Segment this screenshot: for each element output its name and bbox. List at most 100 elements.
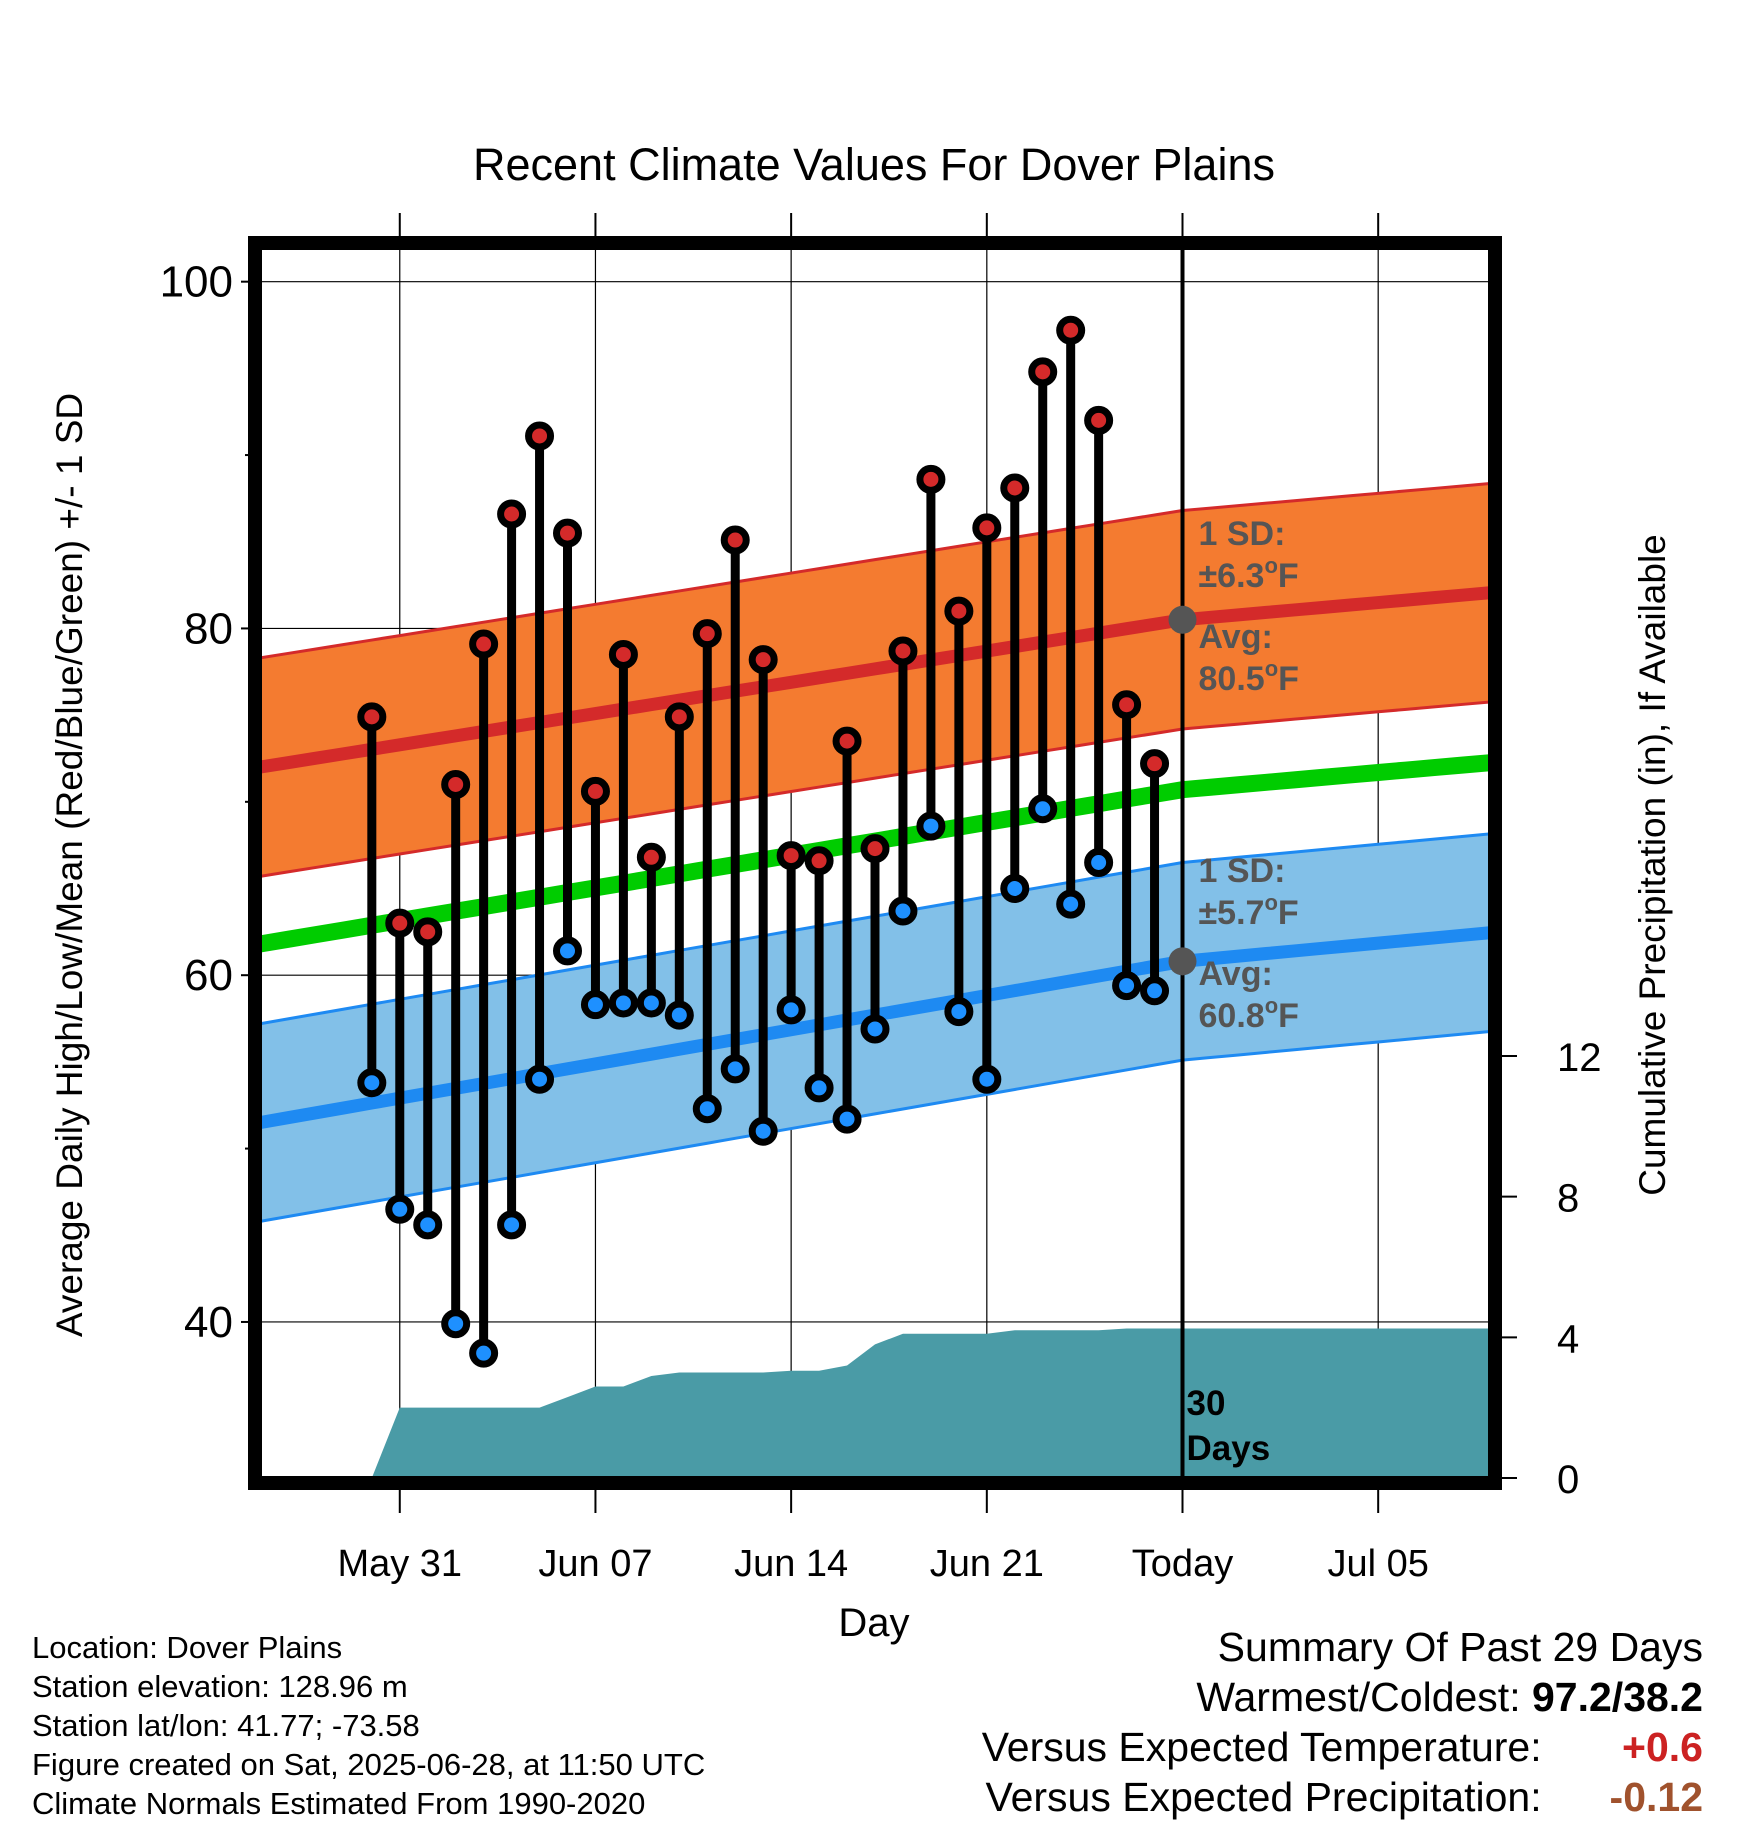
x-axis-label: Day: [838, 1601, 909, 1645]
daily-high-marker: [1112, 690, 1142, 720]
daily-high-marker: [413, 917, 443, 947]
daily-low-marker: [1084, 848, 1114, 877]
daily-high-marker: [1000, 473, 1030, 503]
daily-low-marker: [748, 1116, 778, 1146]
daily-low-marker: [357, 1068, 387, 1098]
daily-low-marker: [497, 1210, 527, 1240]
low-avg-label-line1: Avg:: [1199, 955, 1273, 993]
low-normal-line: [260, 926, 1490, 1129]
daily-high-marker: [580, 776, 610, 806]
summary-warmest-row: Warmest/Coldest: 97.2/38.2: [982, 1672, 1703, 1722]
low-sd-lower-edge: [260, 1030, 1490, 1223]
daily-low-marker: [1028, 794, 1058, 824]
daily-high-marker: [832, 726, 862, 756]
daily-low-marker: [664, 1000, 694, 1030]
y-tick-label-80: 80: [184, 604, 233, 653]
precip-value: -0.12: [1609, 1774, 1703, 1820]
x-tick-label-may-31: May 31: [337, 1543, 462, 1585]
daily-high-marker: [441, 769, 471, 799]
high-sd-band: [260, 483, 1490, 877]
daily-low-marker: [636, 988, 666, 1018]
daily-high-marker: [357, 702, 387, 732]
daily-low-marker: [804, 1073, 834, 1103]
daily-high-marker: [1056, 315, 1086, 345]
daily-high-marker: [860, 834, 890, 864]
warmest-label: Warmest/Coldest:: [1196, 1674, 1521, 1720]
y2-tick-label-8: 8: [1557, 1177, 1579, 1221]
created-text: Figure created on Sat, 2025-06-28, at 11…: [32, 1747, 706, 1782]
temp-value: +0.6: [1622, 1724, 1703, 1770]
plot-frame: [248, 236, 1502, 1490]
low-sd-label-line1: 1 SD:: [1199, 852, 1286, 890]
daily-high-marker: [916, 464, 946, 494]
daily-low-marker: [720, 1054, 750, 1084]
x-tick-label-jun-14: Jun 14: [734, 1543, 848, 1585]
x-tick-label-jun-21: Jun 21: [930, 1543, 1044, 1585]
daily-high-marker: [776, 841, 806, 871]
daily-high-marker: [720, 525, 750, 555]
temp-label: Versus Expected Temperature:: [981, 1724, 1542, 1770]
high-avg-label-line2: 80.5oF: [1199, 656, 1299, 698]
daily-low-marker: [525, 1064, 555, 1094]
daily-low-marker: [888, 896, 918, 926]
daily-low-marker: [608, 988, 638, 1018]
daily-high-marker: [608, 639, 638, 669]
high-sd-label-line1: 1 SD:: [1199, 515, 1286, 553]
high-normal-line: [260, 586, 1490, 774]
high-sd-upper-edge: [260, 482, 1490, 660]
daily-low-marker: [776, 995, 806, 1025]
daily-high-marker: [553, 518, 582, 548]
daily-low-marker: [1112, 971, 1142, 1001]
x-tick-label-today: Today: [1132, 1543, 1233, 1585]
daily-high-marker: [888, 636, 918, 666]
daily-high-marker: [692, 619, 722, 649]
y-tick-label-100: 100: [160, 258, 233, 307]
precip-area: [371, 1328, 1490, 1478]
high-avg-label-line1: Avg:: [1199, 618, 1273, 656]
low-sd-label-line2: ±5.7oF: [1199, 890, 1299, 932]
x-tick-label-jun-07: Jun 07: [538, 1543, 652, 1585]
summary-temp-row: Versus Expected Temperature: +0.6: [982, 1722, 1703, 1772]
daily-high-marker: [636, 842, 666, 872]
daily-low-marker: [972, 1064, 1002, 1094]
daily-high-marker: [972, 513, 1002, 543]
y-tick-label-40: 40: [184, 1298, 233, 1347]
location-text: Location: Dover Plains: [32, 1630, 343, 1665]
precip-label: Versus Expected Precipitation:: [985, 1774, 1542, 1820]
daily-low-marker: [860, 1014, 890, 1044]
daily-high-marker: [944, 596, 974, 626]
elevation-text: Station elevation: 128.96 m: [32, 1669, 408, 1704]
daily-low-marker: [944, 997, 974, 1027]
daily-low-marker: [580, 990, 610, 1020]
daily-high-marker: [1084, 405, 1114, 435]
daily-high-marker: [1140, 749, 1170, 779]
daily-low-marker: [916, 811, 946, 841]
daily-high-marker: [497, 499, 527, 529]
warmest-value: 97.2/38.2: [1532, 1674, 1703, 1720]
low-avg-label-line2: 60.8oF: [1199, 993, 1299, 1035]
high-sd-label-line2: ±6.3oF: [1199, 553, 1299, 595]
daily-high-marker: [804, 846, 834, 876]
y2-axis-label: Cumulative Precipitation (in), If Availa…: [1632, 534, 1673, 1196]
window-label-line1: 30: [1187, 1384, 1226, 1423]
daily-low-marker: [1056, 889, 1086, 919]
x-tick-label-jul-05: Jul 05: [1327, 1543, 1428, 1585]
y-tick-label-60: 60: [184, 951, 233, 1000]
daily-high-marker: [664, 702, 694, 732]
y2-tick-label-12: 12: [1557, 1036, 1602, 1080]
daily-high-marker: [385, 908, 415, 938]
window-label-line2: Days: [1187, 1429, 1271, 1468]
daily-high-marker: [469, 629, 499, 659]
station-info: Location: Dover Plains Station elevation…: [32, 1628, 705, 1823]
mean-normal-line: [260, 754, 1490, 953]
y2-tick-label-4: 4: [1557, 1317, 1579, 1361]
daily-low-marker: [385, 1194, 415, 1224]
daily-low-marker: [469, 1338, 499, 1368]
daily-low-marker: [1140, 976, 1170, 1006]
today-low-avg-dot: [1168, 947, 1197, 976]
latlon-text: Station lat/lon: 41.77; -73.58: [32, 1708, 420, 1743]
daily-low-marker: [553, 936, 582, 966]
daily-low-marker: [1000, 874, 1030, 904]
